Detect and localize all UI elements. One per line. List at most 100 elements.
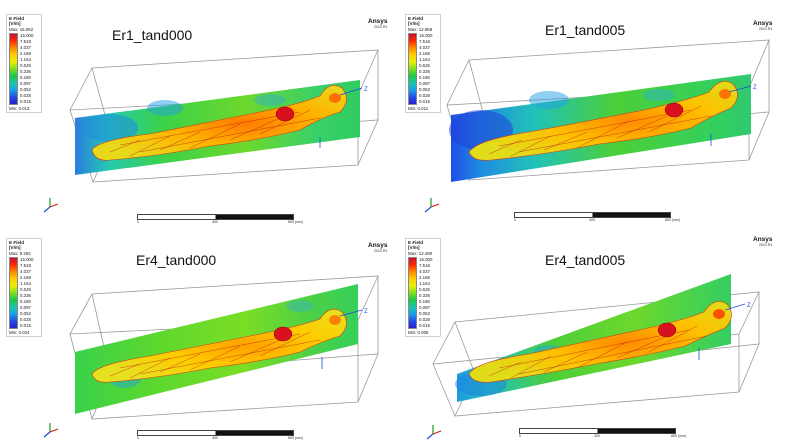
legend-tick: 0.180 (20, 299, 31, 305)
head-hotspot (329, 93, 341, 103)
legend-tick: 1.164 (419, 56, 430, 62)
legend-ticks: 15.000 7.518 4.037 2.168 1.164 0.625 0.3… (20, 33, 33, 105)
blue-field-region (529, 91, 569, 109)
blue-field-region (643, 89, 675, 101)
color-scale-bar (408, 256, 417, 329)
ansys-logo: Ansys 2023 R1 (368, 18, 388, 29)
axis-triad-icon (43, 423, 59, 438)
brand-name: Ansys (368, 242, 388, 249)
axis-triad-icon (43, 198, 59, 213)
legend-tick: 0.015 (20, 99, 31, 105)
legend-min: Min: 0.005 (408, 329, 429, 335)
axis-triad-icon (426, 425, 442, 440)
legend-tick: 0.015 (20, 323, 31, 329)
z-axis-marker: Z (364, 309, 368, 315)
legend-tick: 0.625 (419, 63, 430, 69)
field-plot-scene[interactable]: Z (0, 224, 398, 448)
legend-tick: 0.625 (20, 63, 31, 69)
legend-tick: 0.028 (20, 317, 31, 323)
z-axis-marker: Z (364, 87, 368, 93)
legend-ticks: 15.000 7.518 4.037 2.168 1.164 0.625 0.3… (20, 257, 33, 329)
legend-title: E Field (9, 16, 25, 21)
brand-name: Ansys (753, 20, 773, 27)
legend-tick: 0.097 (20, 81, 31, 87)
viewport-panel-er1-tand005[interactable]: Z E Field [V/m] Max: 12.969 15.000 7.518… (399, 0, 797, 224)
human-body-mesh (468, 81, 738, 161)
legend-tick: 15.000 (419, 32, 433, 38)
ruler-label-mid: 400 (594, 434, 600, 438)
legend-tick: 0.015 (419, 323, 430, 329)
legend-tick: 1.164 (20, 280, 31, 286)
legend-max: Max: 12.969 (408, 26, 433, 32)
legend-tick: 15.000 (20, 256, 34, 262)
mesh-lines (109, 331, 321, 379)
legend-title: E Field (408, 240, 424, 245)
brand-version: 2023 R1 (758, 243, 773, 247)
axis-triad-icon (424, 198, 440, 213)
legend-min: Min: 0.011 (408, 105, 429, 111)
legend-tick: 0.336 (20, 293, 31, 299)
color-legend: E Field [V/m] Max: 15.052 15.000 7.518 4… (6, 14, 42, 113)
plot-title: Er4_tand000 (136, 252, 217, 268)
scale-ruler (137, 214, 294, 220)
legend-tick: 0.028 (419, 317, 430, 323)
legend-tick: 4.037 (419, 44, 430, 50)
blue-field-region (254, 94, 286, 106)
ruler-label-end: 800 (mm) (288, 436, 304, 440)
legend-tick: 1.164 (419, 280, 430, 286)
legend-unit: [V/m] (408, 245, 420, 251)
legend-tick: 15.000 (419, 256, 433, 262)
z-axis-marker: Z (747, 303, 751, 309)
orientation-arrows (321, 309, 363, 369)
torso-hotspot (657, 322, 677, 338)
human-body-mesh (468, 301, 732, 383)
ruler-label-start: 0 (514, 218, 516, 222)
legend-tick: 0.625 (20, 287, 31, 293)
legend-unit: [V/m] (408, 21, 420, 27)
torso-hotspot (273, 326, 293, 342)
legend-tick: 15.000 (20, 32, 34, 38)
legend-tick: 4.037 (419, 268, 430, 274)
torso-hotspot (664, 102, 684, 118)
legend-tick: 4.037 (20, 268, 31, 274)
legend-min: Min: 0.024 (9, 329, 30, 335)
ruler-label-end: 800 (mm) (288, 220, 304, 224)
legend-tick: 0.028 (419, 93, 430, 99)
legend-ticks: 15.000 7.518 4.037 2.168 1.164 0.625 0.3… (419, 33, 432, 105)
legend-min: Min: 0.013 (9, 105, 30, 111)
torso-hotspot (275, 106, 295, 122)
head-hotspot (713, 309, 725, 319)
blue-field-region (286, 300, 314, 312)
field-plot-scene[interactable]: Z (0, 0, 398, 224)
color-scale-bar (408, 32, 417, 105)
viewport-panel-er1-tand000[interactable]: Z E Field [V/m] Max: 15.052 15.000 7.518… (0, 0, 398, 224)
legend-tick: 0.097 (419, 305, 430, 311)
brand-name: Ansys (368, 18, 388, 25)
blue-field-region (82, 114, 138, 142)
legend-tick: 0.097 (20, 305, 31, 311)
head-hotspot (719, 89, 731, 99)
ruler-label-start: 0 (137, 220, 139, 224)
field-plot-scene[interactable]: Z (399, 224, 797, 448)
ansys-logo: Ansys 2023 R1 (368, 242, 388, 253)
orientation-arrows (698, 303, 746, 360)
viewport-panel-er4-tand000[interactable]: Z E Field [V/m] Max: 9.292 15.000 7.518 … (0, 224, 398, 448)
color-legend: E Field [V/m] Max: 13.490 15.000 7.518 4… (405, 238, 441, 337)
ruler-label-end: 800 (mm) (671, 434, 687, 438)
color-legend: E Field [V/m] Max: 9.292 15.000 7.518 4.… (6, 238, 42, 337)
plot-title: Er1_tand000 (112, 27, 193, 43)
legend-tick: 2.168 (20, 50, 31, 56)
brand-version: 2023 R1 (373, 249, 388, 253)
brand-version: 2023 R1 (373, 25, 388, 29)
orientation-arrows (710, 85, 752, 146)
legend-unit: [V/m] (9, 245, 21, 251)
legend-max: Max: 13.490 (408, 250, 433, 256)
head-hotspot (329, 315, 341, 325)
color-scale-bar (9, 256, 18, 329)
viewport-panel-er4-tand005[interactable]: Z E Field [V/m] Max: 13.490 15.000 7.518… (399, 224, 797, 448)
legend-ticks: 15.000 7.518 4.037 2.168 1.164 0.625 0.3… (419, 257, 432, 329)
field-plot-scene[interactable]: Z (399, 0, 797, 224)
ruler-label-mid: 400 (212, 436, 218, 440)
ansys-logo: Ansys 2023 R1 (753, 236, 773, 247)
legend-tick: 7.518 (20, 262, 31, 268)
